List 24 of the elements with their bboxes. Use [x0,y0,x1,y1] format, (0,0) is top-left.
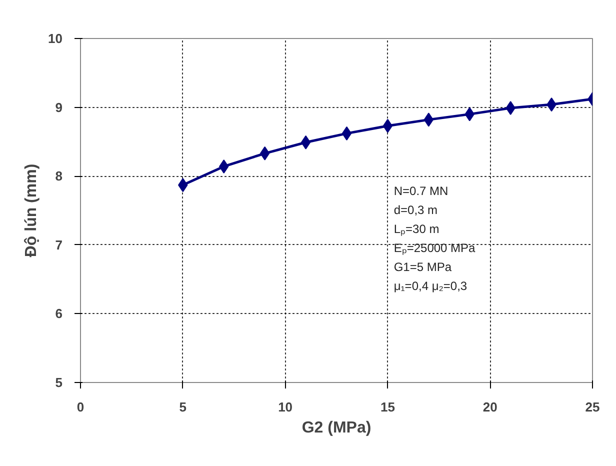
y-tick-label: 7 [55,237,63,252]
x-tick-label: 25 [585,400,600,414]
x-axis-title: G2 (MPa) [302,420,372,436]
annotation: N=0.7 MN [394,184,448,198]
point [382,118,393,133]
x-tick-label: 0 [76,400,84,414]
point [260,146,270,160]
annotation: G1=5 MPa [394,260,452,274]
x-tick-label: 5 [179,400,187,414]
point [342,126,352,140]
annotation: Eₚ=25000 MPa [394,241,476,256]
y-tick-label: 10 [48,31,63,46]
y-tick-label: 6 [55,306,63,322]
y-tick-label: 5 [55,375,63,390]
point [300,135,311,150]
annotation: μ₁=0,4 μ₂=0,3 [394,279,468,294]
annotation: d=0,3 m [394,203,438,218]
y-axis-title: Độ lún (mm) [23,164,40,258]
y-tick-label: 9 [55,100,63,115]
x-tick-label: 10 [278,400,293,414]
y-tick-label: 8 [55,168,63,184]
annotation: Lₚ=30 m [394,222,440,236]
x-tick-label: 20 [482,400,498,414]
x-tick-label: 15 [380,400,395,414]
